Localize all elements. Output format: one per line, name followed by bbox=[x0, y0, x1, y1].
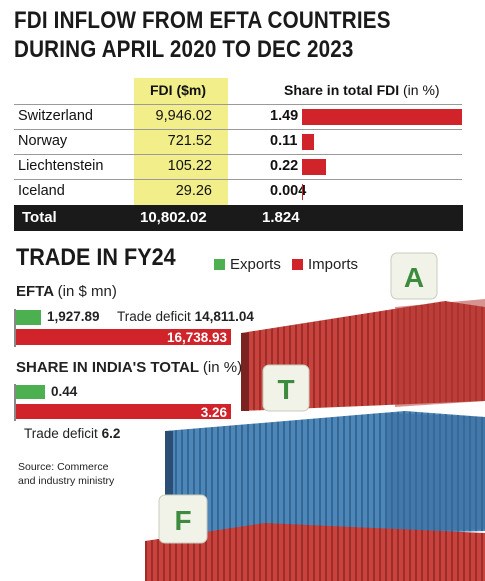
source-line-1: Source: Commerce bbox=[18, 461, 109, 473]
legend-exports-swatch bbox=[214, 259, 225, 270]
share-imports-bar: 3.26 bbox=[16, 404, 231, 420]
efta-exports-value: 1,927.89 bbox=[47, 309, 100, 324]
efta-subheading: EFTA (in $ mn) bbox=[16, 283, 117, 300]
fdi-value: 105.22 bbox=[167, 158, 212, 174]
total-share: 1.824 bbox=[262, 209, 300, 226]
share-imports-value: 3.26 bbox=[200, 405, 227, 420]
efta-imports-value: 16,738.93 bbox=[166, 330, 227, 345]
header-fdi: FDI ($m) bbox=[150, 82, 206, 98]
total-row: Total 10,802.02 1.824 bbox=[14, 205, 463, 231]
country-name: Liechtenstein bbox=[18, 158, 104, 174]
share-deficit: Trade deficit 6.2 bbox=[24, 426, 120, 441]
header-share-unit: (in %) bbox=[403, 82, 440, 98]
source-line-2: and industry ministry bbox=[18, 475, 115, 487]
share-exports-bar bbox=[16, 385, 45, 399]
share-bar bbox=[302, 134, 314, 150]
row-divider bbox=[14, 179, 462, 180]
svg-text:T: T bbox=[277, 374, 294, 405]
letter-cube-a: A bbox=[390, 252, 438, 300]
header-share: Share in total FDI (in %) bbox=[284, 82, 440, 98]
row-divider bbox=[14, 104, 462, 105]
title-line-2: DURING APRIL 2020 TO DEC 2023 bbox=[14, 36, 354, 63]
header-share-label: Share in total FDI bbox=[284, 82, 400, 98]
svg-text:F: F bbox=[174, 505, 191, 536]
efta-unit: (in $ mn) bbox=[57, 283, 117, 300]
efta-deficit: Trade deficit 14,811.04 bbox=[117, 309, 254, 324]
legend-exports: Exports bbox=[214, 256, 281, 273]
share-exports-value: 0.44 bbox=[51, 384, 78, 399]
share-bar bbox=[302, 184, 303, 200]
shipping-containers-illustration: A T F bbox=[145, 252, 485, 581]
share-axis bbox=[14, 384, 16, 421]
efta-label: EFTA bbox=[16, 283, 54, 300]
share-label: SHARE IN INDIA'S TOTAL bbox=[16, 359, 199, 376]
chart-title: FDI INFLOW FROM EFTA COUNTRIES DURING AP… bbox=[14, 6, 474, 64]
efta-deficit-value: 14,811.04 bbox=[194, 309, 254, 324]
share-deficit-value: 6.2 bbox=[101, 426, 121, 441]
total-label: Total bbox=[22, 209, 57, 226]
total-fdi: 10,802.02 bbox=[140, 209, 207, 226]
row-divider bbox=[14, 154, 462, 155]
legend-imports-label: Imports bbox=[308, 256, 359, 273]
svg-text:A: A bbox=[404, 262, 424, 293]
efta-deficit-label: Trade deficit bbox=[117, 309, 191, 324]
legend-imports: Imports bbox=[292, 256, 358, 273]
share-bar bbox=[302, 109, 462, 125]
legend-exports-label: Exports bbox=[230, 256, 281, 273]
letter-cube-t: T bbox=[262, 364, 310, 412]
share-value: 0.004 bbox=[270, 183, 307, 199]
trade-heading: TRADE IN FY24 bbox=[16, 244, 176, 271]
country-name: Switzerland bbox=[18, 108, 93, 124]
source-note: Source: Commerce and industry ministry bbox=[18, 460, 114, 488]
share-deficit-label: Trade deficit bbox=[24, 426, 98, 441]
share-bar bbox=[302, 159, 326, 175]
title-line-1: FDI INFLOW FROM EFTA COUNTRIES bbox=[14, 7, 391, 34]
fdi-value: 9,946.02 bbox=[155, 108, 212, 124]
share-unit: (in %) bbox=[202, 359, 243, 376]
legend-imports-swatch bbox=[292, 259, 303, 270]
fdi-value: 29.26 bbox=[175, 183, 212, 199]
efta-exports-bar bbox=[16, 310, 41, 325]
efta-imports-bar: 16,738.93 bbox=[16, 329, 231, 345]
fdi-value: 721.52 bbox=[167, 133, 212, 149]
share-value: 0.11 bbox=[270, 133, 298, 149]
share-value: 1.49 bbox=[270, 108, 299, 124]
share-value: 0.22 bbox=[270, 158, 299, 174]
country-name: Iceland bbox=[18, 183, 65, 199]
fdi-column-highlight bbox=[134, 78, 228, 205]
country-name: Norway bbox=[18, 133, 68, 149]
row-divider bbox=[14, 129, 462, 130]
letter-cube-f: F bbox=[158, 494, 208, 544]
share-subheading: SHARE IN INDIA'S TOTAL (in %) bbox=[16, 359, 242, 376]
efta-axis bbox=[14, 309, 16, 347]
